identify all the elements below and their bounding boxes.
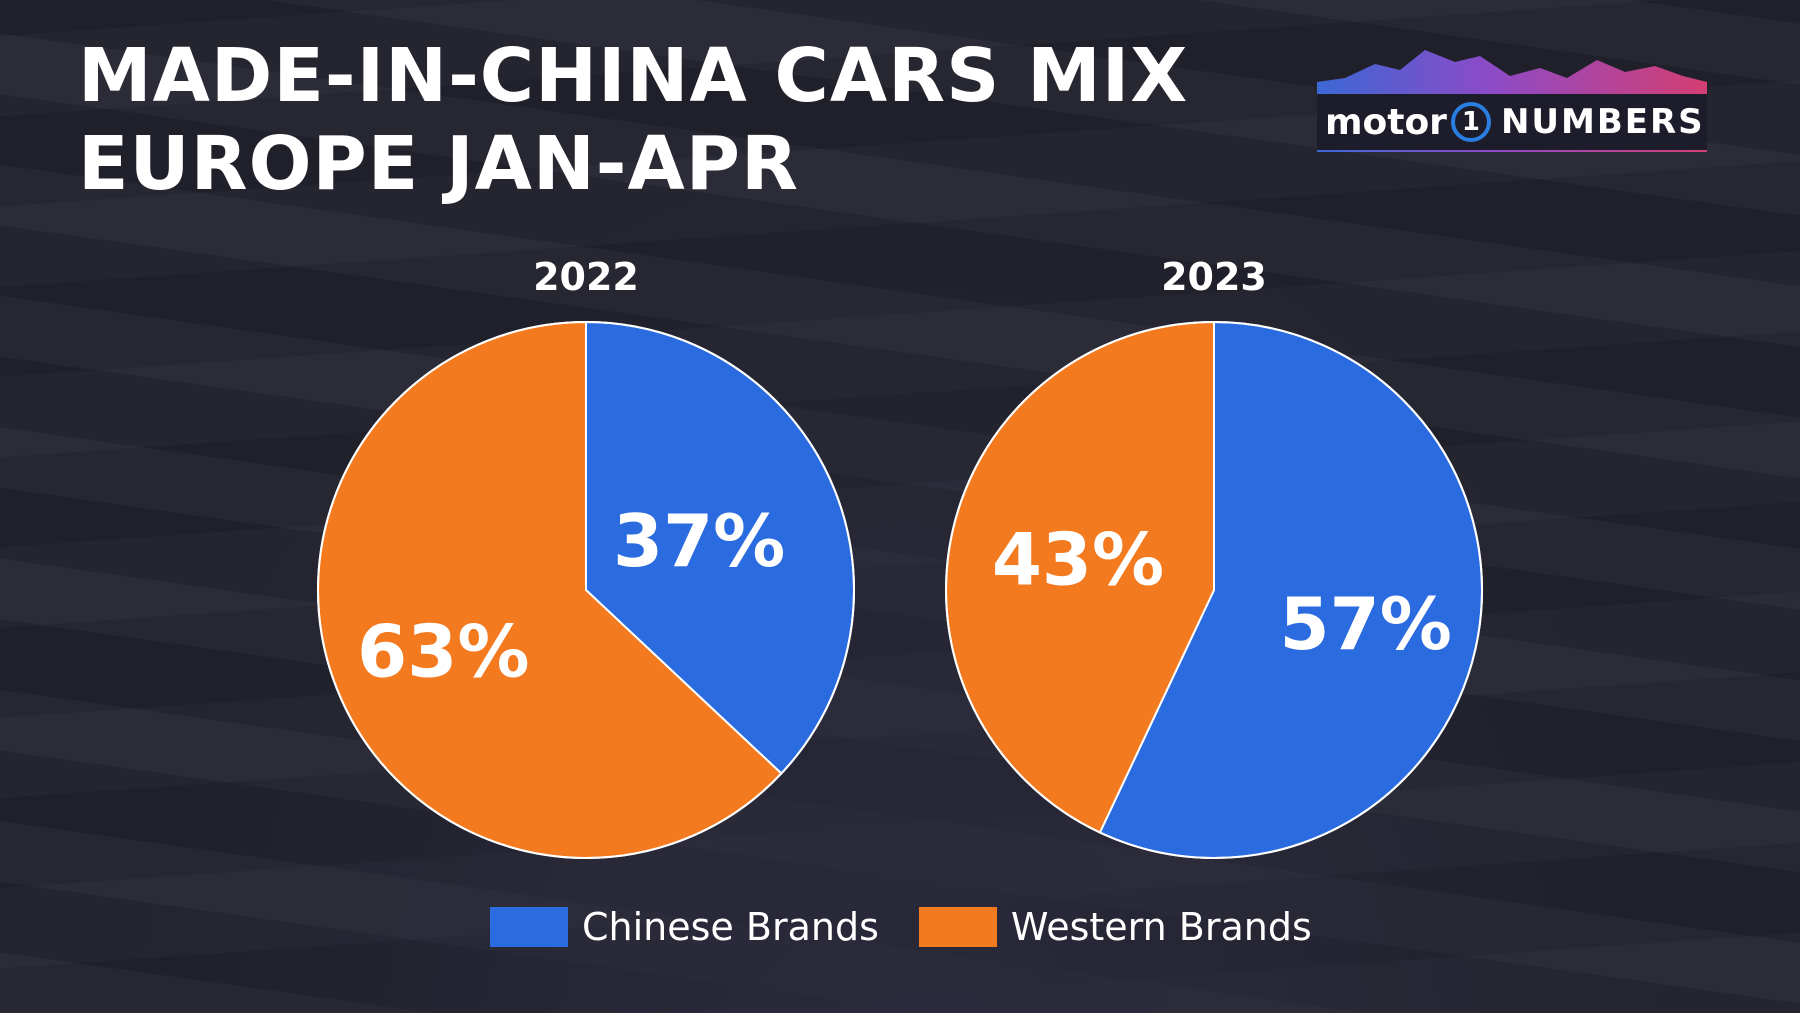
pie-2022-label-chinese: 37% [613, 499, 785, 583]
legend-swatch-chinese [490, 907, 568, 947]
legend-label-western: Western Brands [1010, 905, 1312, 949]
legend-item-western: Western Brands [918, 905, 1312, 949]
logo-brand: motor [1325, 101, 1447, 143]
legend: Chinese Brands Western Brands [490, 905, 1352, 949]
title-line-1: MADE-IN-CHINA CARS MIX [78, 33, 1189, 119]
pie-2022-label-western: 63% [357, 610, 529, 694]
title-line-2: EUROPE JAN-APR [78, 121, 800, 207]
logo-numbers: NUMBERS [1500, 102, 1705, 142]
page-title: MADE-IN-CHINA CARS MIX EUROPE JAN-APR [78, 32, 1188, 208]
chart-title-2023: 2023 [1161, 255, 1267, 299]
legend-swatch-western [918, 907, 997, 947]
pie-2023-outline [945, 321, 1483, 859]
legend-label-chinese: Chinese Brands [582, 905, 879, 949]
pie-2023-label-chinese: 57% [1280, 582, 1452, 666]
legend-item-chinese: Chinese Brands [490, 905, 879, 949]
motor1-numbers-logo: motor 1 NUMBERS [1305, 42, 1715, 160]
pie-2022-outline [317, 321, 855, 859]
logo-one-badge: 1 [1450, 102, 1491, 142]
logo-wordmark: motor 1 NUMBERS [1317, 94, 1707, 150]
chart-title-2022: 2022 [533, 255, 639, 299]
pie-2023-label-western: 43% [992, 518, 1164, 602]
